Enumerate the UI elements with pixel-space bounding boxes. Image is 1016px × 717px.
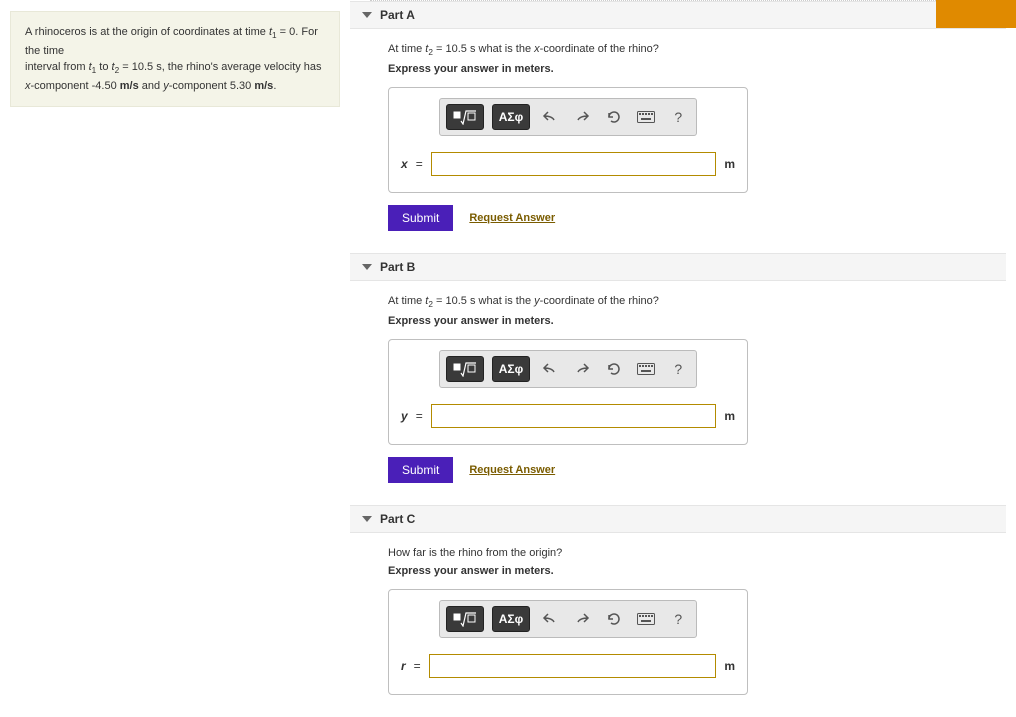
chevron-down-icon (362, 516, 372, 522)
equation-toolbar: ΑΣφ ? (439, 98, 697, 136)
unit-label: m (724, 157, 735, 171)
template-button[interactable] (446, 356, 484, 382)
help-icon[interactable]: ? (666, 105, 690, 129)
equals: = (414, 659, 421, 673)
keyboard-icon[interactable] (634, 607, 658, 631)
greek-button[interactable]: ΑΣφ (492, 104, 530, 130)
help-icon[interactable]: ? (666, 607, 690, 631)
equation-toolbar: ΑΣφ ? (439, 600, 697, 638)
submit-button[interactable]: Submit (388, 205, 453, 231)
var-label: y (401, 409, 408, 423)
part-c-prompt: How far is the rhino from the origin? (388, 547, 968, 559)
var-label: r (401, 659, 406, 673)
part-b-title: Part B (380, 260, 415, 274)
greek-button[interactable]: ΑΣφ (492, 356, 530, 382)
request-answer-link[interactable]: Request Answer (469, 212, 555, 224)
part-b-panel: ΑΣφ ? y = (388, 339, 748, 445)
redo-icon[interactable] (570, 357, 594, 381)
part-b-prompt: At time t2 = 10.5 s what is the y-coordi… (388, 295, 968, 309)
reset-icon[interactable] (602, 607, 626, 631)
template-button[interactable] (446, 104, 484, 130)
part-a-header[interactable]: Part A (350, 1, 1006, 29)
equation-toolbar: ΑΣφ ? (439, 350, 697, 388)
var-label: x (401, 157, 408, 171)
undo-icon[interactable] (538, 357, 562, 381)
template-button[interactable] (446, 606, 484, 632)
question-text: A rhinoceros is at the origin of coordin… (10, 11, 340, 107)
question-column: A rhinoceros is at the origin of coordin… (0, 1, 350, 117)
answer-input-x[interactable] (431, 152, 717, 176)
submit-button[interactable]: Submit (388, 457, 453, 483)
part-a-prompt: At time t2 = 10.5 s what is the x-coordi… (388, 43, 968, 57)
part-c-header[interactable]: Part C (350, 505, 1006, 533)
reset-icon[interactable] (602, 357, 626, 381)
keyboard-icon[interactable] (634, 357, 658, 381)
answer-input-r[interactable] (429, 654, 717, 678)
unit-label: m (724, 409, 735, 423)
part-a-title: Part A (380, 8, 415, 22)
part-a-body: At time t2 = 10.5 s what is the x-coordi… (350, 29, 1006, 253)
undo-icon[interactable] (538, 105, 562, 129)
part-c-title: Part C (380, 512, 415, 526)
answers-column: Part A At time t2 = 10.5 s what is the x… (350, 1, 1016, 717)
part-a-instruct: Express your answer in meters. (388, 63, 968, 75)
help-icon[interactable]: ? (666, 357, 690, 381)
undo-icon[interactable] (538, 607, 562, 631)
chevron-down-icon (362, 12, 372, 18)
part-b-header[interactable]: Part B (350, 253, 1006, 281)
part-c-body: How far is the rhino from the origin? Ex… (350, 533, 1006, 717)
reset-icon[interactable] (602, 105, 626, 129)
q-text: A rhinoceros is at the origin of coordin… (25, 26, 269, 38)
redo-icon[interactable] (570, 105, 594, 129)
request-answer-link[interactable]: Request Answer (469, 464, 555, 476)
redo-icon[interactable] (570, 607, 594, 631)
part-b-body: At time t2 = 10.5 s what is the y-coordi… (350, 281, 1006, 505)
part-c-instruct: Express your answer in meters. (388, 565, 968, 577)
chevron-down-icon (362, 264, 372, 270)
part-c-panel: ΑΣφ ? r = (388, 589, 748, 695)
orange-tab[interactable] (936, 0, 1016, 28)
part-b-instruct: Express your answer in meters. (388, 315, 968, 327)
greek-button[interactable]: ΑΣφ (492, 606, 530, 632)
unit-label: m (724, 659, 735, 673)
keyboard-icon[interactable] (634, 105, 658, 129)
answer-input-y[interactable] (431, 404, 717, 428)
equals: = (416, 157, 423, 171)
equals: = (416, 409, 423, 423)
part-a-panel: ΑΣφ ? x = (388, 87, 748, 193)
